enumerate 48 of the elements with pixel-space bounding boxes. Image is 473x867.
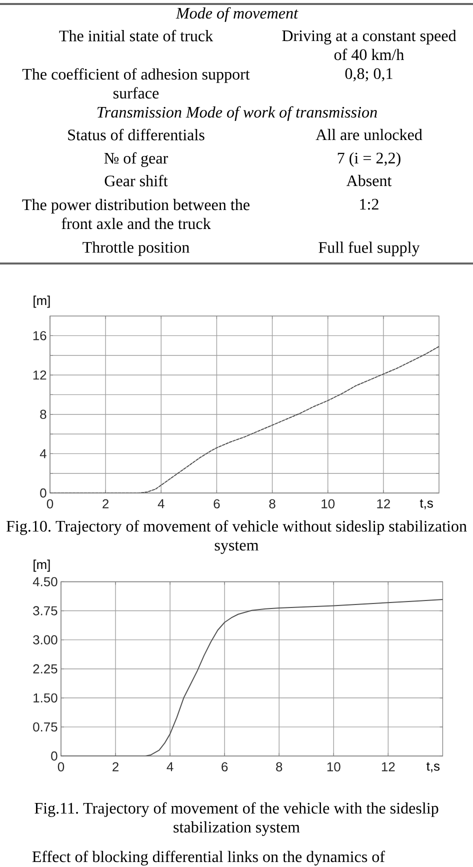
y-tick-label: 4 bbox=[40, 449, 46, 458]
text: Transmission Mode of work of transmission bbox=[97, 106, 377, 121]
text: 7 (i = 2,2) bbox=[338, 152, 400, 167]
x-axis-title: t,s bbox=[420, 499, 433, 510]
x-tick-label: 4 bbox=[166, 762, 174, 772]
x-tick-label: 4 bbox=[158, 499, 164, 508]
text: The power distribution between the front axle and the truck bbox=[22, 198, 250, 230]
y-tick-label: 1.50 bbox=[34, 693, 58, 702]
y-tick-label: 3.75 bbox=[33, 606, 58, 616]
y-tick-label: 4.50 bbox=[32, 577, 58, 586]
text: Throttle position bbox=[82, 241, 190, 256]
text: Absent bbox=[346, 174, 392, 186]
x-tick-label: 0 bbox=[58, 762, 64, 772]
text: Driving at a constant speed of 40 km/h bbox=[282, 30, 456, 60]
x-axis-title: t,s bbox=[426, 762, 440, 772]
x-tick-label: 6 bbox=[222, 762, 228, 772]
caption: Fig.11. Trajectory of movement of the vehicle with the sideslip stabilization system bbox=[34, 802, 438, 836]
text: Effect of blocking differential links on the dynamics of bbox=[32, 850, 386, 866]
x-tick-label: 8 bbox=[269, 499, 276, 508]
text: 0,8; 0,1 bbox=[345, 68, 392, 82]
caption: Fig.10. Trajectory of movement of vehicle without sideslip stabilization system bbox=[6, 520, 467, 554]
text: Mode of movement bbox=[176, 7, 298, 22]
x-tick-label: 12 bbox=[382, 762, 395, 772]
x-tick-label: 10 bbox=[322, 499, 335, 508]
text: The coefficient of adhesion support surface bbox=[22, 68, 250, 99]
x-tick-label: 2 bbox=[102, 499, 109, 508]
text: № of gear bbox=[104, 152, 168, 167]
y-tick-label: 16 bbox=[33, 331, 46, 340]
y-tick-label: 0.75 bbox=[33, 722, 58, 732]
text: 1:2 bbox=[360, 198, 378, 210]
text: Full fuel supply bbox=[318, 242, 420, 256]
text: Gear shift bbox=[104, 174, 168, 186]
y-axis-title: [m] bbox=[34, 296, 50, 308]
text: All are unlocked bbox=[316, 128, 422, 140]
text: Status of differentials bbox=[68, 128, 204, 140]
text: The initial state of truck bbox=[59, 30, 214, 42]
y-tick-label: 0 bbox=[51, 751, 58, 761]
y-tick-label: 2.25 bbox=[33, 664, 58, 674]
x-tick-label: 12 bbox=[377, 499, 390, 508]
x-tick-label: 10 bbox=[327, 762, 340, 772]
x-tick-label: 2 bbox=[112, 762, 118, 772]
y-tick-label: 8 bbox=[40, 410, 46, 419]
x-tick-label: 6 bbox=[214, 499, 220, 508]
y-tick-label: 0 bbox=[40, 488, 46, 498]
y-tick-label: 12 bbox=[33, 370, 46, 380]
x-tick-label: 8 bbox=[276, 762, 282, 772]
y-tick-label: 3.00 bbox=[33, 635, 58, 644]
y-axis-title: [m] bbox=[34, 560, 50, 572]
